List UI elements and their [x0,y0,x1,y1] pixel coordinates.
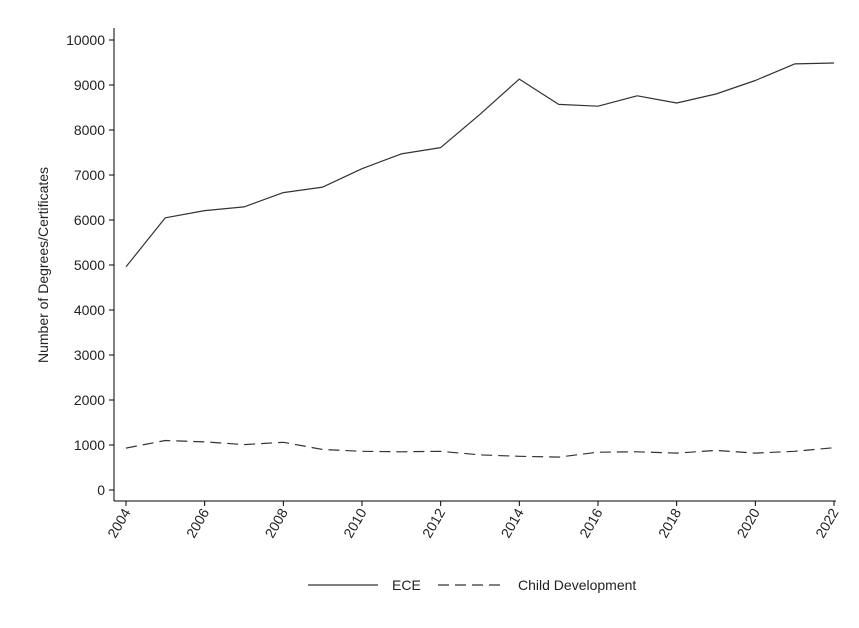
x-tick-label: 2004 [104,505,134,540]
x-tick-label: 2022 [812,505,842,540]
legend: ECE Child Development [308,577,636,593]
axes: 0 1000 2000 3000 4000 5000 6000 7000 8000 9000 100… [66,28,842,540]
series-line-ece [125,62,835,268]
x-tick-label: 2012 [419,505,449,540]
x-tick-label: 2018 [655,505,685,540]
legend-label-ece: ECE [392,577,421,593]
y-tick-label: 10000 [66,32,105,48]
x-tick-label: 2008 [261,505,291,540]
y-tick-label: 6000 [74,212,105,228]
x-tick-label: 2006 [183,505,213,540]
x-tick-label: 2010 [340,505,370,540]
y-tick-label: 3000 [74,347,105,363]
x-tick-label: 2014 [497,505,527,540]
legend-label-child-development: Child Development [518,577,636,593]
x-tick-label: 2016 [576,505,606,540]
y-tick-label: 2000 [74,392,105,408]
x-tick-label: 2020 [733,505,763,540]
y-tick-label: 1000 [74,437,105,453]
series-line-child-development [125,439,835,458]
y-tick-label: 7000 [74,167,105,183]
y-tick-label: 8000 [74,122,105,138]
series-layer [125,62,835,458]
y-axis-title: Number of Degrees/Certificates [35,167,51,363]
y-tick-label: 4000 [74,302,105,318]
y-tick-label: 0 [97,482,105,498]
y-tick-label: 5000 [74,257,105,273]
y-tick-label: 9000 [74,77,105,93]
